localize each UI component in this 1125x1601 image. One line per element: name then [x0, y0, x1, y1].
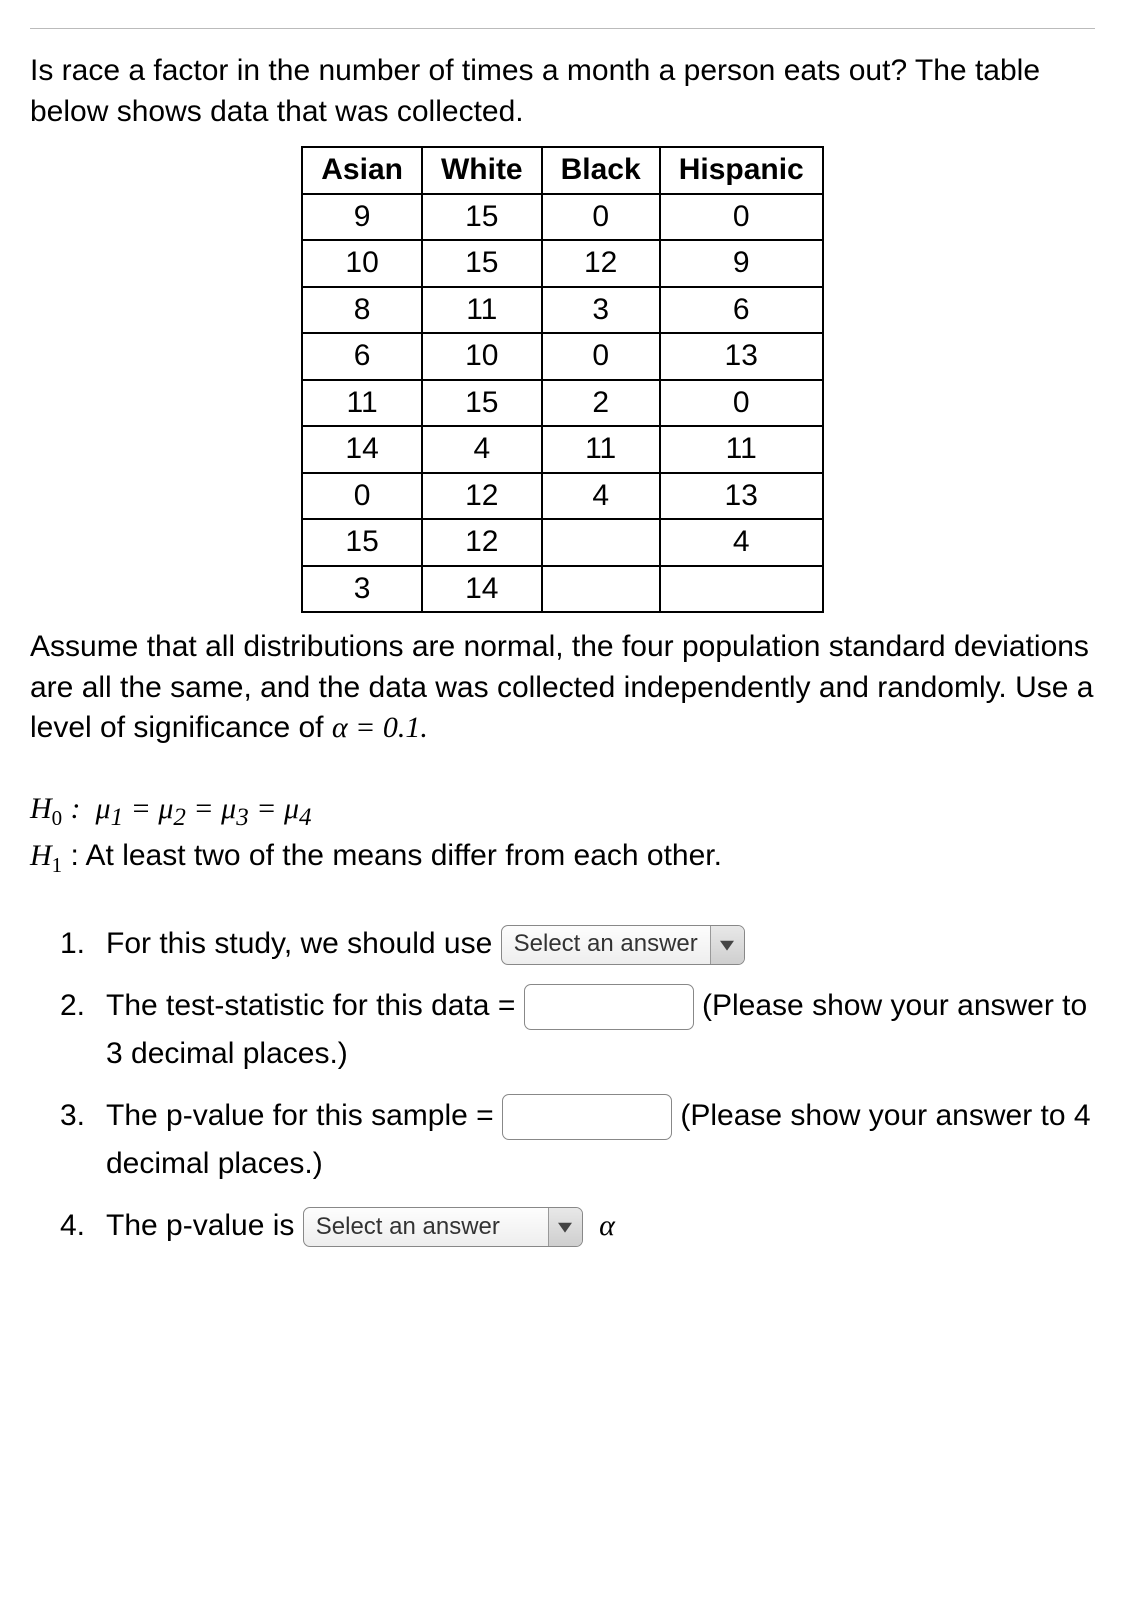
table-cell: 4 [660, 519, 823, 566]
alpha-equation: α = 0.1. [332, 711, 428, 744]
table-cell: 9 [302, 194, 422, 241]
table-cell: 6 [302, 333, 422, 380]
question-3: 3. The p-value for this sample = (Please… [60, 1092, 1095, 1188]
column-header: White [422, 147, 542, 194]
table-cell: 10 [422, 333, 542, 380]
test-type-select[interactable]: Select an answer [501, 925, 745, 965]
table-cell: 11 [542, 426, 660, 473]
table-row: 111520 [302, 380, 822, 427]
table-cell: 9 [660, 240, 823, 287]
intro-text: Is race a factor in the number of times … [30, 51, 1095, 132]
data-table: AsianWhiteBlackHispanic 9150010151298113… [301, 146, 823, 613]
table-cell: 12 [422, 473, 542, 520]
table-cell: 0 [542, 333, 660, 380]
table-cell: 14 [422, 566, 542, 613]
table-row: 610013 [302, 333, 822, 380]
table-row: 314 [302, 566, 822, 613]
table-cell: 11 [660, 426, 823, 473]
question-1: 1. For this study, we should use Select … [60, 920, 1095, 968]
table-cell: 4 [422, 426, 542, 473]
hypotheses: H0 : μ1 = μ2 = μ3 = μ4 H1 : At least two… [30, 789, 1095, 880]
table-cell: 15 [422, 194, 542, 241]
table-cell: 14 [302, 426, 422, 473]
table-cell: 15 [422, 240, 542, 287]
table-cell: 12 [422, 519, 542, 566]
table-cell: 8 [302, 287, 422, 334]
table-cell [660, 566, 823, 613]
question-list: 1. For this study, we should use Select … [30, 920, 1095, 1250]
table-cell: 2 [542, 380, 660, 427]
table-cell: 15 [422, 380, 542, 427]
table-cell: 6 [660, 287, 823, 334]
top-divider [30, 28, 1095, 29]
column-header: Asian [302, 147, 422, 194]
table-cell: 11 [422, 287, 542, 334]
table-cell: 0 [542, 194, 660, 241]
table-cell: 4 [542, 473, 660, 520]
table-row: 012413 [302, 473, 822, 520]
table-cell: 0 [660, 380, 823, 427]
chevron-down-icon [548, 1208, 582, 1246]
test-statistic-input[interactable] [524, 984, 694, 1030]
column-header: Hispanic [660, 147, 823, 194]
table-cell: 0 [302, 473, 422, 520]
table-cell [542, 566, 660, 613]
table-row: 81136 [302, 287, 822, 334]
table-row: 91500 [302, 194, 822, 241]
table-cell: 3 [542, 287, 660, 334]
table-cell: 12 [542, 240, 660, 287]
h0-equation: : μ1 = μ2 = μ3 = μ4 [71, 792, 312, 825]
table-cell: 15 [302, 519, 422, 566]
table-cell: 3 [302, 566, 422, 613]
question-2: 2. The test-statistic for this data = (P… [60, 982, 1095, 1078]
alpha-symbol: α [599, 1209, 615, 1242]
table-cell: 10 [302, 240, 422, 287]
p-value-input[interactable] [502, 1094, 672, 1140]
assumptions-text: Assume that all distributions are normal… [30, 627, 1095, 749]
chevron-down-icon [710, 926, 744, 964]
question-4: 4. The p-value is Select an answer α [60, 1202, 1095, 1250]
table-row: 1441111 [302, 426, 822, 473]
p-value-compare-select[interactable]: Select an answer [303, 1207, 583, 1247]
h1-text: : At least two of the means differ from … [71, 839, 722, 872]
column-header: Black [542, 147, 660, 194]
alt-hypothesis: H1 : At least two of the means differ fr… [30, 836, 1095, 879]
table-cell: 0 [660, 194, 823, 241]
table-cell: 13 [660, 333, 823, 380]
table-cell [542, 519, 660, 566]
table-cell: 13 [660, 473, 823, 520]
table-row: 1512 4 [302, 519, 822, 566]
null-hypothesis: H0 : μ1 = μ2 = μ3 = μ4 [30, 789, 1095, 835]
table-cell: 11 [302, 380, 422, 427]
table-row: 1015129 [302, 240, 822, 287]
